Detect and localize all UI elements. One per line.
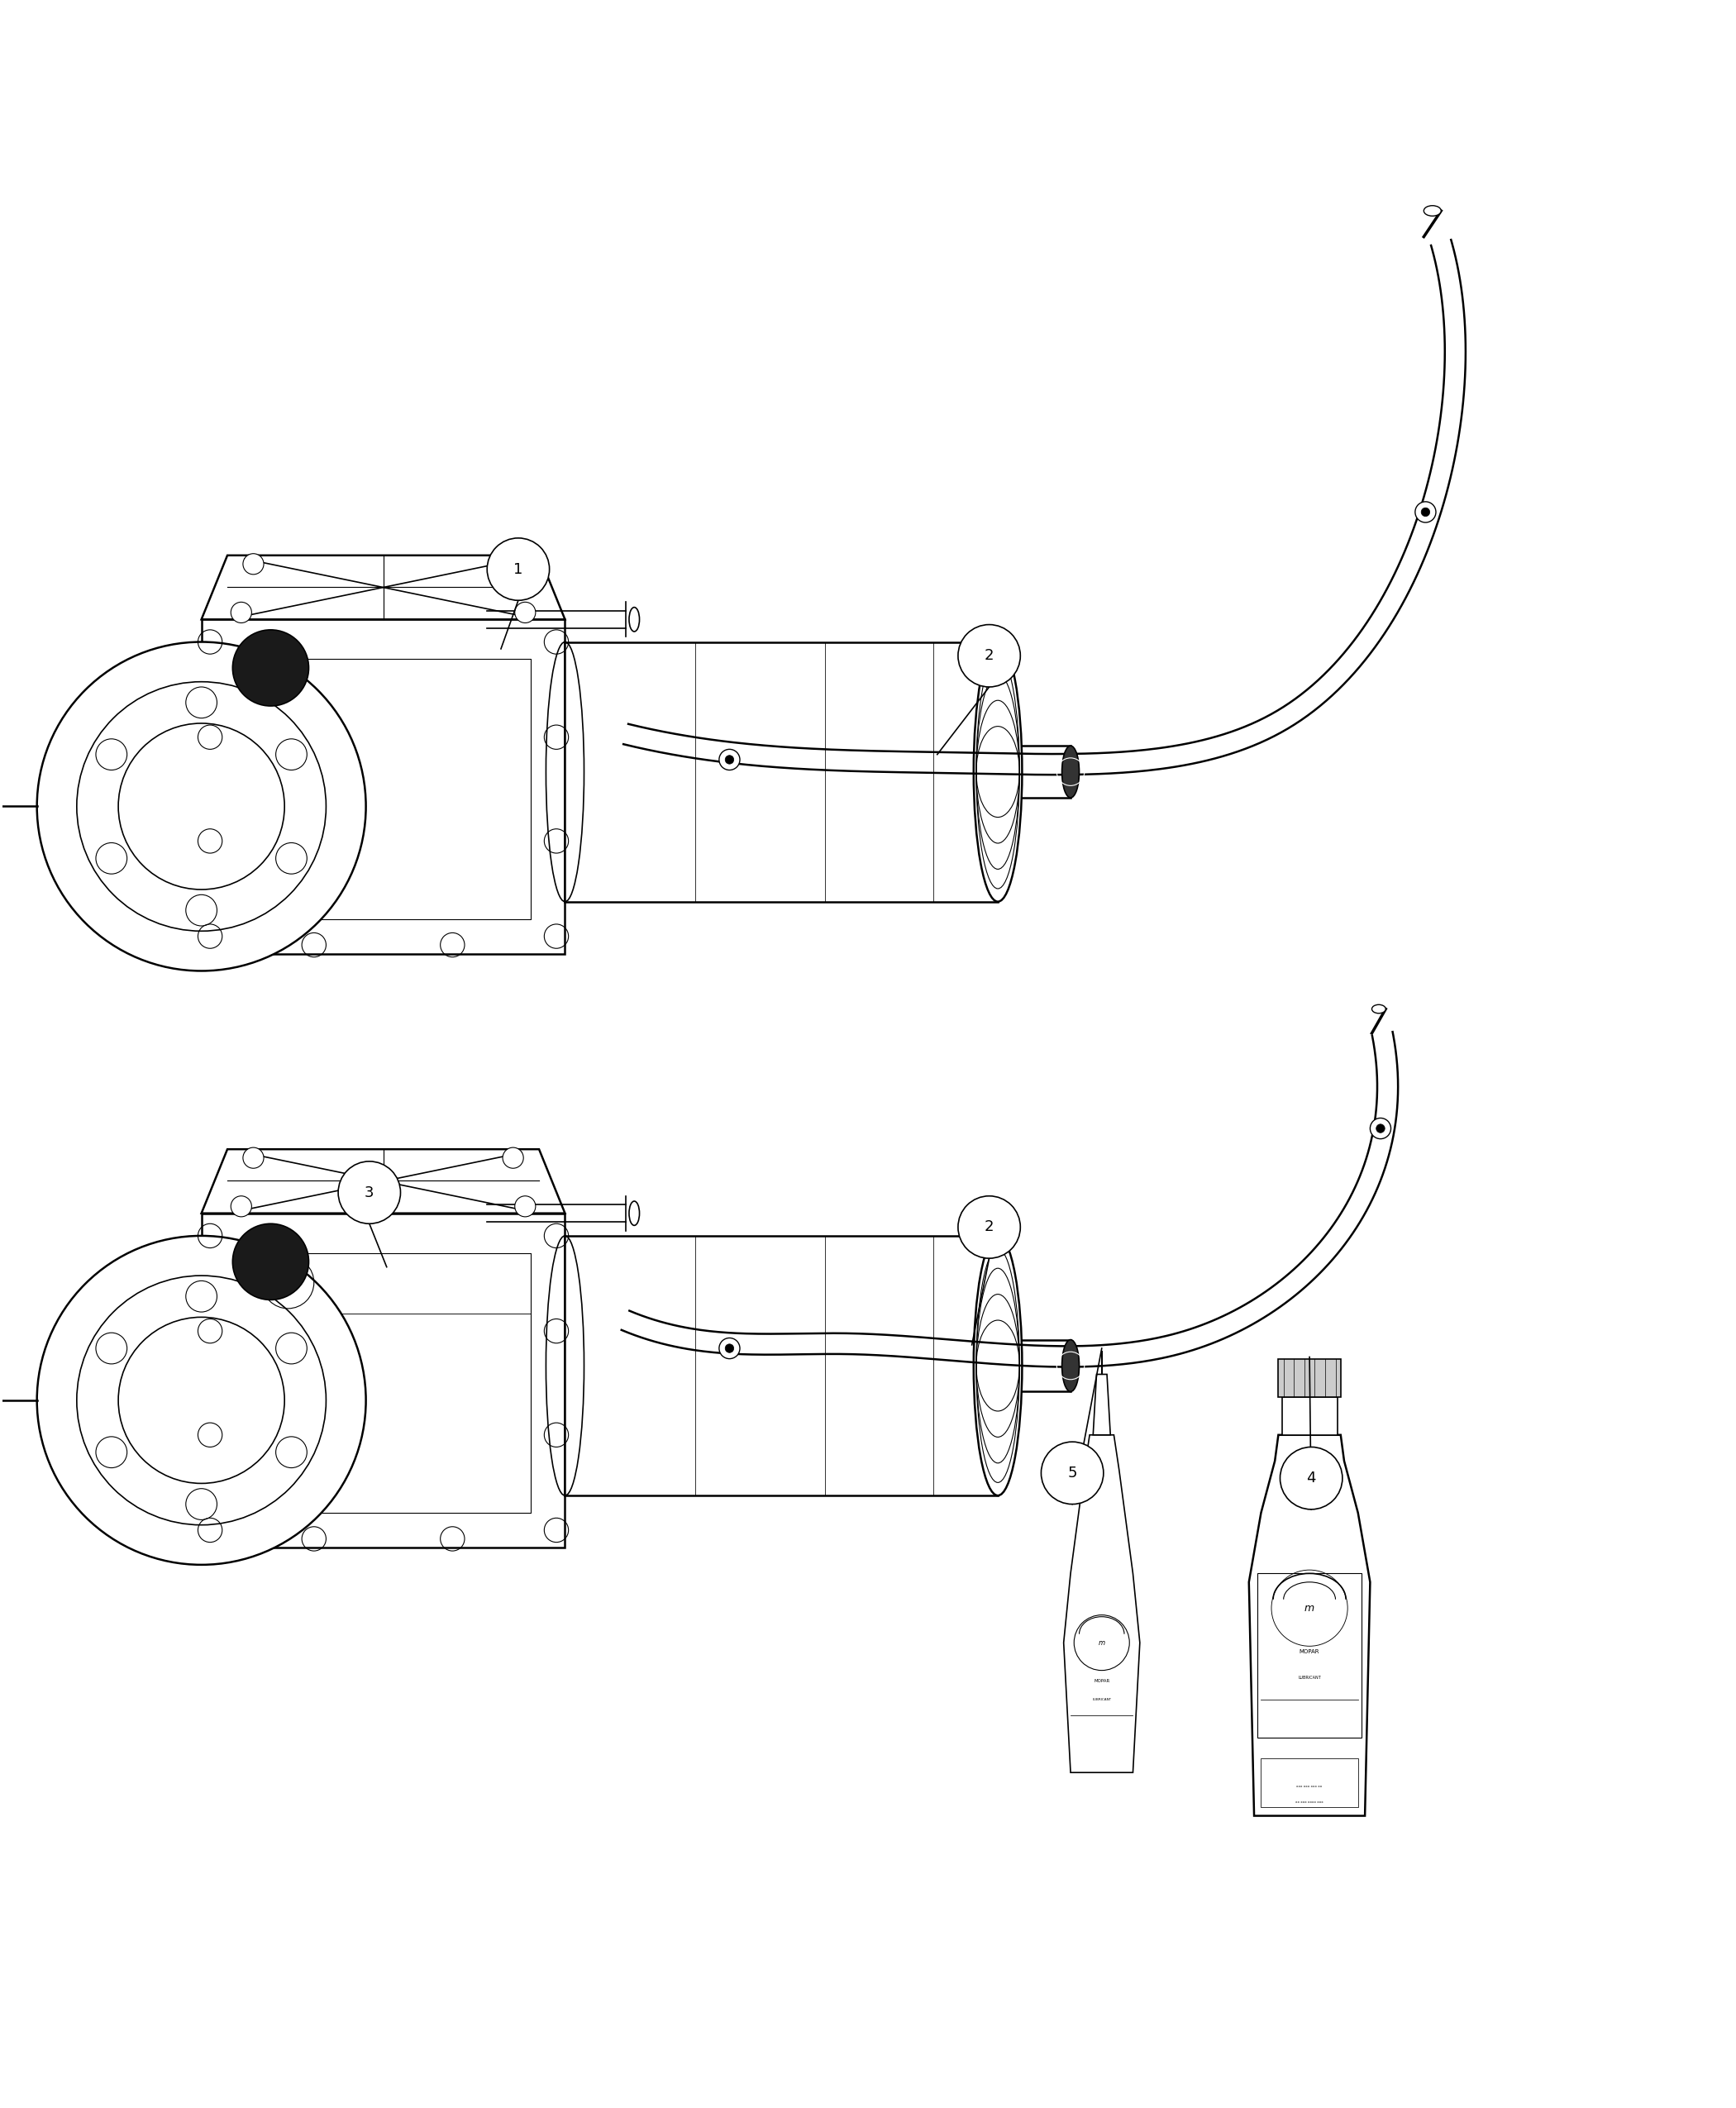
Circle shape xyxy=(231,603,252,622)
Ellipse shape xyxy=(628,607,639,632)
Text: 2: 2 xyxy=(984,1221,995,1235)
Circle shape xyxy=(1370,1117,1391,1138)
Ellipse shape xyxy=(1062,1341,1080,1391)
Text: xxx xxx xxx xx: xxx xxx xxx xx xyxy=(1297,1785,1323,1788)
Text: m: m xyxy=(1099,1638,1106,1646)
Circle shape xyxy=(231,1195,252,1216)
Circle shape xyxy=(958,1195,1021,1258)
Circle shape xyxy=(1042,1442,1104,1505)
Ellipse shape xyxy=(1424,207,1441,215)
Text: 5: 5 xyxy=(1068,1465,1076,1480)
Circle shape xyxy=(1279,1446,1342,1509)
Circle shape xyxy=(233,1223,309,1301)
Text: 1: 1 xyxy=(514,561,523,578)
FancyBboxPatch shape xyxy=(564,643,998,902)
Text: LUBRICANT: LUBRICANT xyxy=(1299,1676,1321,1680)
Circle shape xyxy=(503,554,524,573)
Circle shape xyxy=(726,1345,734,1353)
Polygon shape xyxy=(1248,1436,1370,1815)
Circle shape xyxy=(726,755,734,763)
FancyBboxPatch shape xyxy=(1281,1398,1337,1436)
Text: xx xxx xxxx xxx: xx xxx xxxx xxx xyxy=(1295,1800,1323,1804)
FancyBboxPatch shape xyxy=(1278,1360,1340,1398)
Text: MOPAR: MOPAR xyxy=(1299,1648,1319,1655)
Circle shape xyxy=(36,1235,366,1564)
FancyBboxPatch shape xyxy=(564,1235,998,1495)
Circle shape xyxy=(516,603,536,622)
Polygon shape xyxy=(201,554,564,620)
FancyBboxPatch shape xyxy=(1257,1573,1361,1737)
Circle shape xyxy=(1377,1124,1385,1132)
Circle shape xyxy=(1422,508,1430,516)
Polygon shape xyxy=(1064,1436,1141,1773)
Text: MOPAR: MOPAR xyxy=(1094,1678,1109,1682)
Circle shape xyxy=(243,1147,264,1168)
Circle shape xyxy=(719,1339,740,1360)
Ellipse shape xyxy=(628,1202,639,1225)
Text: LUBRICANT: LUBRICANT xyxy=(1092,1699,1111,1701)
Circle shape xyxy=(36,643,366,972)
Circle shape xyxy=(503,1147,524,1168)
Polygon shape xyxy=(201,1149,564,1214)
Circle shape xyxy=(339,1162,401,1223)
Circle shape xyxy=(488,538,549,601)
Ellipse shape xyxy=(974,1235,1023,1495)
Text: 4: 4 xyxy=(1307,1471,1316,1486)
FancyBboxPatch shape xyxy=(1260,1758,1358,1807)
Ellipse shape xyxy=(1371,1006,1385,1014)
Polygon shape xyxy=(1094,1374,1111,1436)
Circle shape xyxy=(1415,502,1436,523)
Circle shape xyxy=(958,624,1021,687)
Circle shape xyxy=(243,554,264,573)
Text: 3: 3 xyxy=(365,1185,373,1199)
Ellipse shape xyxy=(974,643,1023,902)
FancyBboxPatch shape xyxy=(201,1214,564,1547)
Ellipse shape xyxy=(1062,746,1080,797)
Text: 2: 2 xyxy=(984,649,995,664)
Circle shape xyxy=(719,748,740,769)
FancyBboxPatch shape xyxy=(201,620,564,953)
Text: m: m xyxy=(1304,1602,1314,1613)
Circle shape xyxy=(233,630,309,706)
Circle shape xyxy=(516,1195,536,1216)
